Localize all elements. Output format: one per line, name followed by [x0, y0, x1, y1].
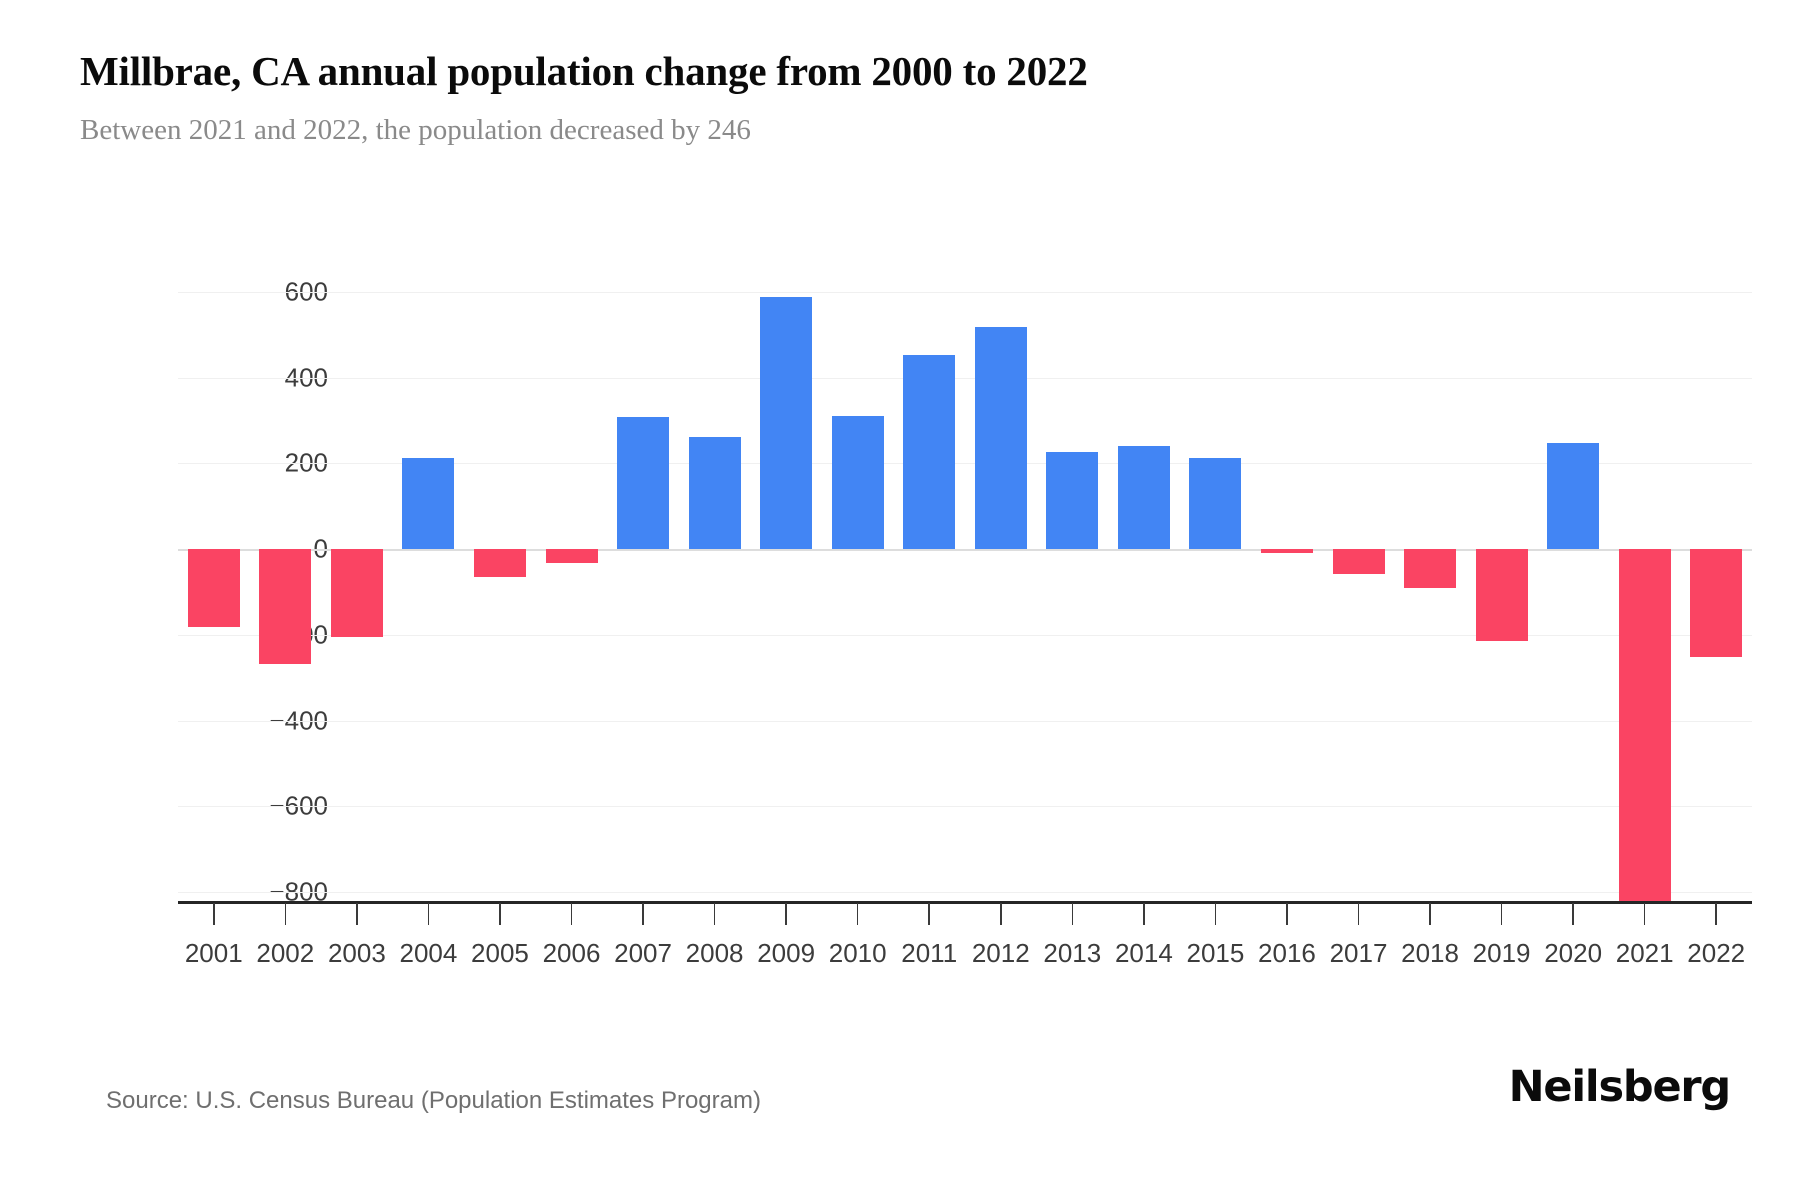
bar-2001[interactable] [187, 549, 240, 628]
x-axis-tick [1643, 903, 1646, 925]
bar-series [178, 292, 1752, 901]
gridline [178, 292, 1752, 293]
y-axis-tick-label: 0 [314, 534, 328, 565]
x-axis-tick-label: 2018 [1401, 938, 1459, 968]
x-axis-tick [1715, 903, 1717, 925]
x-axis-tick [284, 903, 287, 925]
bar-2007[interactable] [617, 417, 670, 550]
x-axis-tick [1572, 903, 1574, 925]
bar-2021[interactable] [1618, 549, 1671, 901]
bar-2003[interactable] [330, 549, 383, 638]
x-axis-tick-label: 2022 [1687, 938, 1746, 968]
brand-logo: Neilsberg [1508, 1062, 1732, 1112]
bar-2004[interactable] [402, 457, 455, 550]
x-axis-tick-label: 2017 [1329, 938, 1388, 968]
bar-2005[interactable] [473, 549, 526, 577]
y-axis-tick-label: −400 [269, 705, 328, 736]
x-axis-tick [499, 903, 501, 925]
x-axis-tick-label: 2012 [971, 938, 1030, 968]
x-axis-tick [570, 903, 573, 925]
y-axis-tick-label: −600 [269, 790, 328, 821]
x-axis-tick-label: 2001 [184, 938, 243, 968]
gridline [178, 720, 1752, 722]
gridline [178, 377, 1752, 379]
bar-2013[interactable] [1046, 452, 1099, 550]
bar-2020[interactable] [1547, 442, 1600, 550]
plot-canvas: 6004002000−200−400−600−800 [178, 277, 1752, 907]
x-axis-tick-label: 2014 [1114, 938, 1173, 968]
x-axis-tick-label: 2007 [614, 938, 672, 968]
chart-header: Millbrae, CA annual population change fr… [80, 48, 1720, 148]
bar-2008[interactable] [688, 436, 741, 550]
x-axis-tick-label: 2015 [1186, 938, 1245, 968]
x-axis-tick [1000, 903, 1002, 925]
x-axis-tick-label: 2005 [471, 938, 529, 968]
x-axis-tick [213, 903, 215, 925]
bar-2015[interactable] [1189, 458, 1242, 550]
x-axis-tick [785, 903, 787, 925]
bar-2022[interactable] [1690, 549, 1743, 658]
bar-2010[interactable] [831, 416, 884, 550]
gridline [178, 806, 1752, 808]
y-axis-tick-label: 400 [284, 362, 328, 393]
bar-2016[interactable] [1260, 549, 1313, 553]
x-axis-tick [427, 903, 430, 925]
x-axis-tick [1286, 903, 1288, 925]
x-axis-tick-label: 2020 [1544, 938, 1603, 968]
gridline [178, 892, 1752, 893]
source-note: Source: U.S. Census Bureau (Population E… [106, 1087, 761, 1114]
bar-2009[interactable] [760, 297, 813, 550]
zero-baseline [178, 549, 1752, 551]
x-axis-tick-label: 2008 [685, 938, 744, 968]
x-axis-tick-labels: 2001 2002 2003 2004 2005 2006 2007 2008 2009 2010… [178, 938, 1752, 978]
x-axis-tick [928, 903, 930, 925]
x-axis-tick-label: 2013 [1043, 938, 1102, 968]
x-axis-tick [1500, 903, 1503, 925]
x-axis-tick-label: 2009 [757, 938, 816, 968]
gridline [178, 463, 1752, 465]
x-axis-tick-label: 2011 [901, 938, 958, 968]
bar-2017[interactable] [1332, 549, 1385, 574]
x-axis-tick [1143, 903, 1145, 925]
x-axis-tick-label: 2003 [327, 938, 386, 968]
x-axis-tick-label: 2010 [828, 938, 887, 968]
x-axis-tick-label: 2002 [256, 938, 315, 968]
chart-subtitle: Between 2021 and 2022, the population de… [80, 114, 751, 147]
x-axis-tick [1214, 903, 1217, 925]
x-axis-tick-label: 2021 [1615, 938, 1674, 968]
x-axis-line [178, 901, 1752, 904]
bar-2011[interactable] [903, 354, 956, 550]
bar-2006[interactable] [545, 549, 598, 564]
x-axis-tick [713, 903, 716, 925]
page-title: Millbrae, CA annual population change fr… [80, 48, 1088, 94]
x-axis-tick [356, 903, 358, 925]
x-axis-tick [856, 903, 859, 925]
gridline [178, 634, 1752, 636]
bar-2019[interactable] [1475, 549, 1528, 642]
x-axis-tick [1429, 903, 1431, 925]
bar-2018[interactable] [1404, 549, 1457, 588]
x-axis-tick [1357, 903, 1360, 925]
x-axis-tick-label: 2006 [542, 938, 601, 968]
bar-2002[interactable] [259, 549, 312, 664]
x-axis-tick-label: 2019 [1472, 938, 1531, 968]
x-axis-tick [1071, 903, 1074, 925]
x-axis-tick-label: 2016 [1258, 938, 1316, 968]
y-axis-tick-label: 200 [284, 447, 328, 478]
x-axis-tick-label: 2004 [399, 938, 458, 968]
bar-2012[interactable] [974, 326, 1027, 550]
y-axis-tick-label: 600 [284, 276, 328, 307]
bar-2014[interactable] [1117, 446, 1170, 550]
x-axis-ticks [178, 903, 1752, 925]
x-axis-tick [642, 903, 644, 925]
